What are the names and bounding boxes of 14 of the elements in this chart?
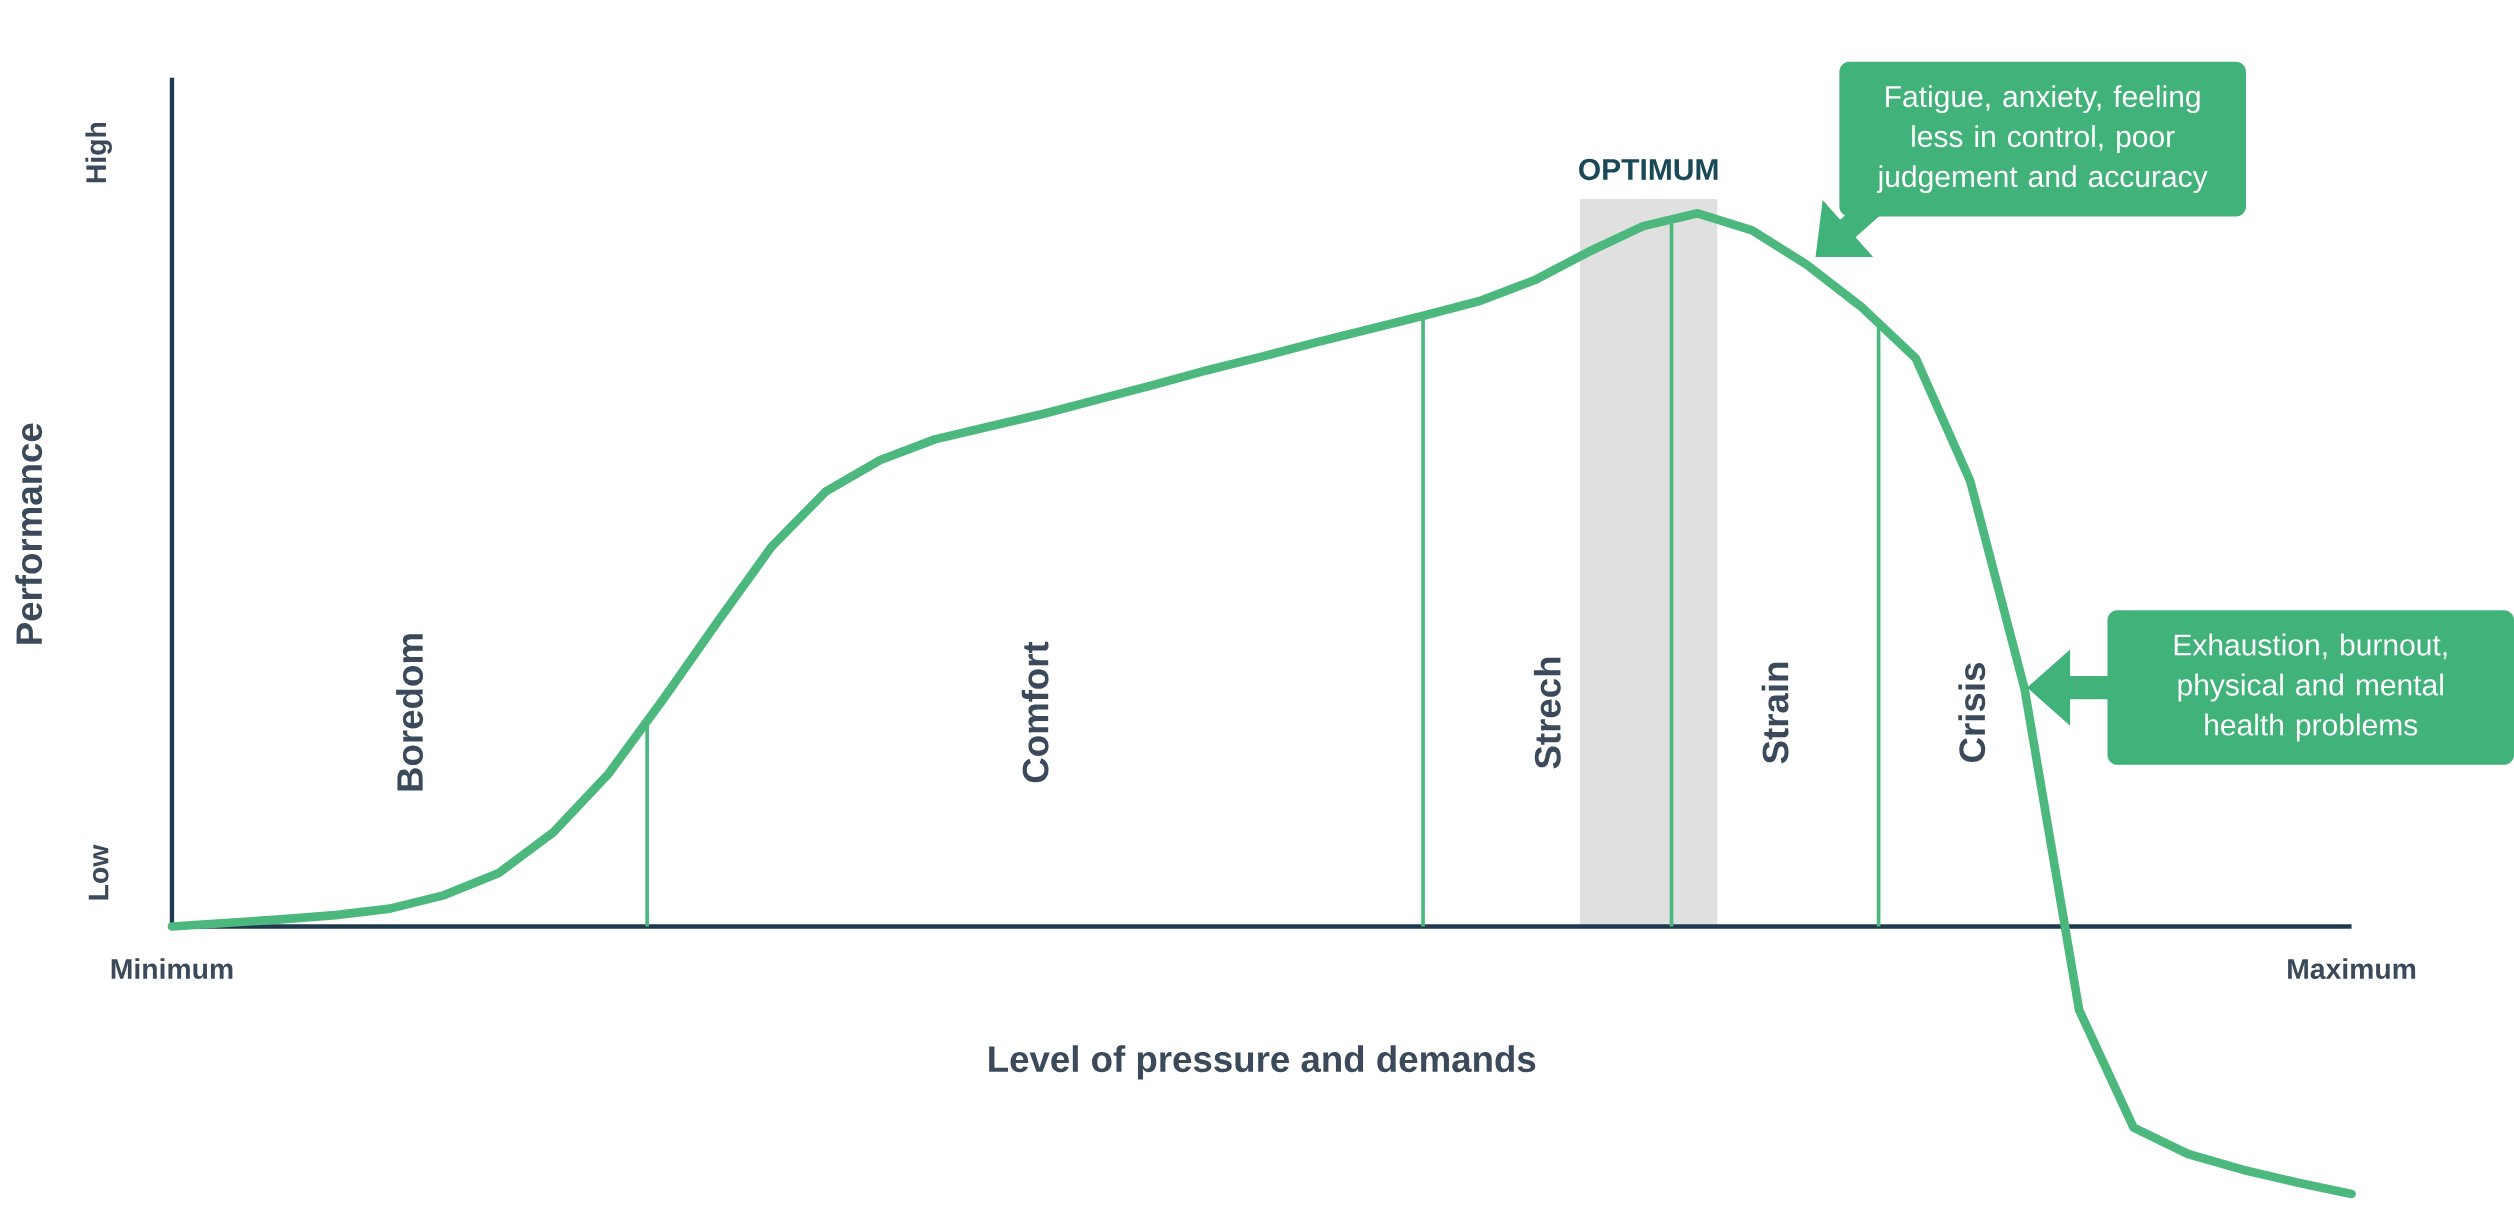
- text: High: [85, 123, 112, 183]
- annotation: Crisis: [1958, 663, 1986, 763]
- annotation: Exhaustion, burnout, physical and mental health problems: [2174, 633, 2447, 742]
- y-axis-title: Performance: [15, 423, 43, 644]
- annotation: Boredom: [396, 634, 424, 791]
- annotation: Strain: [1761, 663, 1789, 764]
- x-tick-label: Maximum: [2288, 958, 2416, 980]
- text: Fatigue, anxiety, feeling less in control, poor judgement and accuracy: [1876, 85, 2208, 194]
- text: Low: [88, 844, 109, 900]
- text: OPTIMUM: [1579, 159, 1718, 181]
- annotation: Comfort: [1021, 641, 1049, 783]
- annotation: Strech: [1533, 657, 1561, 769]
- x-axis-title: Level of pressure and demands: [989, 1045, 1536, 1080]
- x-tick-label: Minimum: [111, 958, 233, 980]
